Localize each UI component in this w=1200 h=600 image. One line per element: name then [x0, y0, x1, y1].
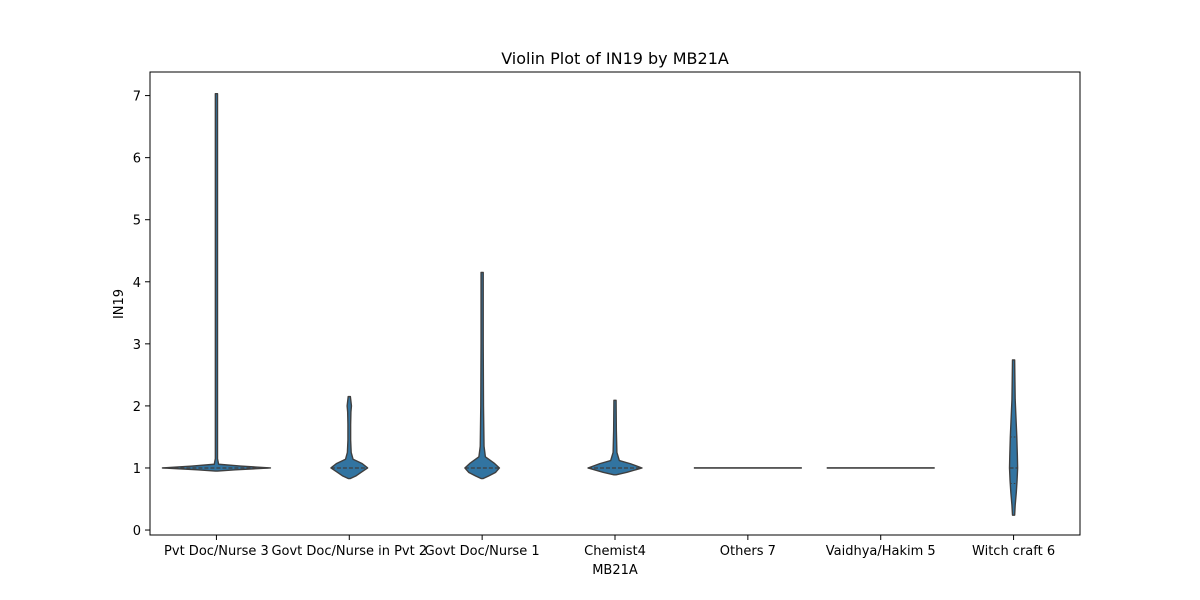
violin-3 — [464, 271, 501, 480]
y-tick-label: 3 — [133, 338, 141, 353]
y-tick-label: 7 — [133, 90, 141, 105]
x-axis: Pvt Doc/Nurse 3 Govt Doc/Nurse in Pvt 2Go… — [164, 535, 1055, 559]
violin-body — [330, 395, 369, 480]
y-tick-label: 2 — [133, 400, 141, 415]
x-tick-label: Witch craft 6 — [972, 544, 1055, 559]
y-tick-label: 0 — [133, 524, 141, 539]
y-tick-label: 5 — [133, 214, 141, 229]
x-tick-label: Chemist4 — [584, 544, 646, 559]
x-axis-label: MB21A — [592, 563, 638, 578]
violin-7 — [1008, 359, 1019, 516]
violin-group — [161, 93, 1019, 516]
x-tick-label: Govt Doc/Nurse 1 — [425, 544, 540, 559]
violin-body — [464, 271, 501, 480]
chart-title: Violin Plot of IN19 by MB21A — [501, 49, 729, 68]
x-tick-label: Vaidhya/Hakim 5 — [826, 544, 936, 559]
x-tick-label: Govt Doc/Nurse in Pvt 2 — [271, 544, 427, 559]
y-tick-label: 4 — [133, 276, 141, 291]
violin-1 — [161, 93, 272, 472]
violin-4 — [587, 399, 643, 476]
violin-2 — [330, 395, 369, 480]
x-tick-label: Others 7 — [720, 544, 776, 559]
y-axis-label: IN19 — [112, 289, 127, 319]
x-tick-label: Pvt Doc/Nurse 3 — [164, 544, 269, 559]
violin-body — [161, 93, 272, 472]
violin-body — [1008, 359, 1019, 516]
violin-body — [587, 399, 643, 476]
y-axis: 0 1 2 3 4 5 6 7 — [133, 90, 150, 539]
y-tick-label: 1 — [133, 462, 141, 477]
y-tick-label: 6 — [133, 152, 141, 167]
